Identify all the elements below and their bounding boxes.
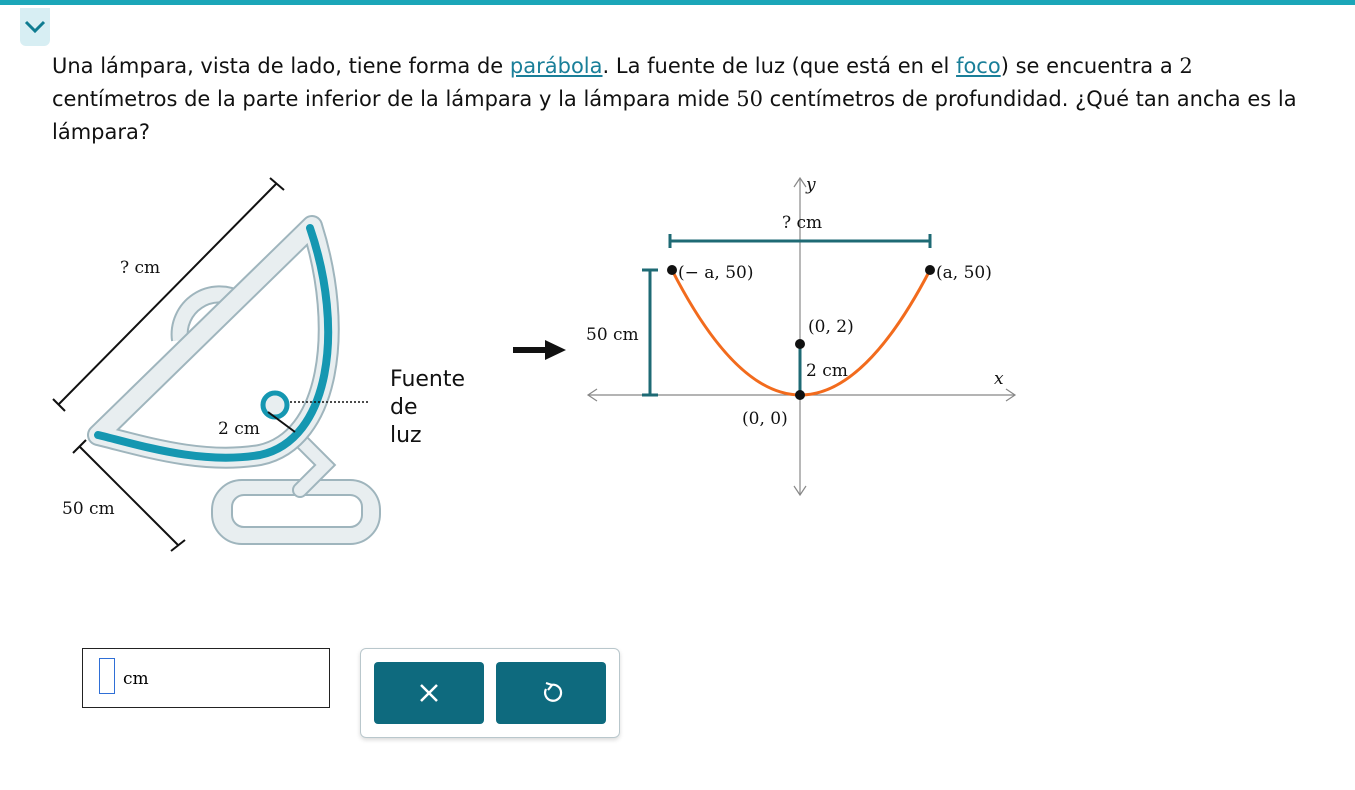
point-label: (a, 50) xyxy=(936,263,992,283)
arrow-head xyxy=(545,340,566,360)
unit: cm xyxy=(123,669,149,689)
chevron-icon xyxy=(24,20,46,34)
point-label: (− a, 50) xyxy=(678,263,754,283)
label: de xyxy=(390,395,418,420)
graph xyxy=(586,176,1017,497)
input-slot[interactable] xyxy=(99,658,115,694)
figures: ? cm 2 cm 50 cm Fuente de luz y x ? cm 5… xyxy=(52,175,1017,552)
link[interactable]: foco xyxy=(956,54,1001,78)
collapse-button[interactable] xyxy=(20,8,50,46)
math: 2 xyxy=(1179,54,1193,78)
points xyxy=(667,265,935,400)
text: ) se encuentra a xyxy=(1000,54,1173,78)
button-group xyxy=(360,648,620,738)
clear-button[interactable] xyxy=(374,662,484,724)
point-label: (0, 0) xyxy=(742,409,788,429)
math: 50 xyxy=(736,87,763,111)
label: ? cm xyxy=(782,213,822,233)
question-text: Una lámpara, vista de lado, tiene forma … xyxy=(52,50,1302,149)
undo-icon xyxy=(544,681,563,702)
text: centímetros de la parte inferior de la l… xyxy=(52,87,730,111)
label: ? cm xyxy=(120,258,160,278)
x-icon xyxy=(420,684,438,702)
axis-label: y xyxy=(805,175,816,195)
label: luz xyxy=(390,423,422,448)
label: 2 cm xyxy=(806,361,848,381)
text: . La fuente de luz (que está en el xyxy=(602,54,950,78)
point-label: (0, 2) xyxy=(808,317,854,337)
label: Fuente xyxy=(390,367,465,392)
label: 50 cm xyxy=(62,499,115,519)
label: 2 cm xyxy=(218,419,260,439)
reset-button[interactable] xyxy=(496,662,606,724)
dimensions xyxy=(642,234,932,397)
axis-label: x xyxy=(994,369,1004,389)
text: centímetros de profundidad. ¿Qué tan anc… xyxy=(52,87,1297,144)
text: Una lámpara, vista de lado, tiene forma … xyxy=(52,54,504,78)
label: 50 cm xyxy=(586,325,639,345)
top-bar xyxy=(0,0,1355,5)
lamp-drawing xyxy=(52,177,381,552)
answer-box[interactable]: cm xyxy=(82,648,330,708)
link[interactable]: parábola xyxy=(509,54,603,78)
